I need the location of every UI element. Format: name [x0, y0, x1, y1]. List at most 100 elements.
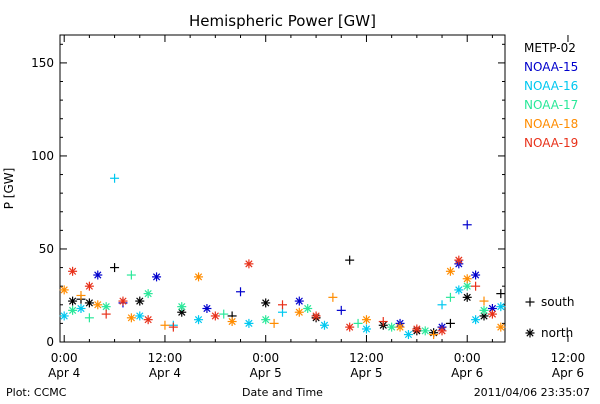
data-point-noaa-17-north — [387, 322, 397, 332]
data-point-noaa-18-south — [269, 318, 279, 328]
x-tick-label-time: 0:00 — [51, 351, 78, 365]
marker-legend-north — [525, 328, 535, 338]
x-tick-label-date: Apr 6 — [552, 366, 584, 380]
data-point-noaa-16-north — [471, 315, 481, 325]
data-point-noaa-16-north — [135, 311, 145, 321]
data-point-noaa-18-south — [76, 290, 86, 300]
y-tick-label: 100 — [31, 149, 54, 163]
data-point-noaa-16-north — [59, 311, 69, 321]
data-point-noaa-19-north — [437, 326, 447, 336]
data-point-noaa-18-north — [395, 322, 405, 332]
data-point-metp-02-north — [261, 298, 271, 308]
x-tick-label-date: Apr 5 — [350, 366, 382, 380]
data-point-noaa-18-north — [361, 315, 371, 325]
data-point-noaa-19-south — [378, 317, 388, 327]
data-point-noaa-17-north — [303, 304, 313, 314]
data-point-noaa-16-north — [194, 315, 204, 325]
data-point-noaa-19-north — [143, 315, 153, 325]
data-point-noaa-16-north — [361, 324, 371, 334]
data-point-metp-02-north — [84, 298, 94, 308]
legend-entry-noaa-18: NOAA-18 — [524, 117, 578, 131]
x-axis-label: Date and Time — [242, 386, 323, 399]
x-tick-label-date: Apr 5 — [250, 366, 282, 380]
data-point-metp-02-south — [110, 263, 120, 273]
legend-entry-noaa-16: NOAA-16 — [524, 79, 578, 93]
data-point-noaa-16-north — [454, 285, 464, 295]
data-point-noaa-19-north — [210, 311, 220, 321]
y-tick-label: 0 — [46, 335, 54, 349]
data-point-noaa-19-south — [168, 322, 178, 332]
x-tick-label-time: 12:00 — [349, 351, 384, 365]
data-point-noaa-17-north — [261, 315, 271, 325]
legend-entry-noaa-19: NOAA-19 — [524, 136, 578, 150]
data-point-noaa-15-north — [471, 270, 481, 280]
data-point-noaa-19-north — [244, 259, 254, 269]
footer-right: 2011/04/06 23:35:07 — [474, 386, 590, 399]
data-point-noaa-19-north — [68, 266, 78, 276]
data-point-noaa-18-north — [59, 285, 69, 295]
data-point-noaa-19-north — [118, 296, 128, 306]
data-point-noaa-19-north — [454, 255, 464, 265]
data-point-noaa-17-south — [219, 309, 229, 319]
data-point-noaa-19-north — [84, 281, 94, 291]
legend-entry-noaa-17: NOAA-17 — [524, 98, 578, 112]
marker-legend-south — [525, 297, 535, 307]
data-point-noaa-15-north — [93, 270, 103, 280]
data-point-noaa-19-south — [278, 300, 287, 310]
marker-legend-label: north — [541, 326, 573, 340]
data-point-noaa-17-south — [445, 292, 455, 302]
data-point-metp-02-south — [496, 289, 506, 299]
data-point-noaa-16-south — [110, 173, 120, 183]
data-point-noaa-19-north — [311, 311, 321, 321]
data-point-noaa-18-north — [294, 307, 304, 317]
data-point-metp-02-south — [345, 255, 355, 265]
chart-title: Hemispheric Power [GW] — [189, 12, 376, 30]
x-tick-label-time: 0:00 — [252, 351, 279, 365]
y-axis-label: P [GW] — [2, 168, 16, 210]
data-point-noaa-16-north — [403, 330, 413, 340]
data-point-noaa-18-south — [160, 320, 170, 330]
x-tick-label-time: 0:00 — [454, 351, 481, 365]
data-point-noaa-19-north — [345, 322, 355, 332]
data-point-noaa-18-north — [93, 300, 103, 310]
data-point-noaa-19-north — [487, 309, 497, 319]
legend-entry-metp-02: METP-02 — [524, 41, 576, 55]
plot-frame — [59, 34, 506, 343]
data-point-metp-02-north — [68, 296, 78, 306]
data-point-noaa-15-north — [294, 296, 304, 306]
data-point-noaa-16-north — [76, 304, 86, 314]
legend-layer: METP-02 NOAA-15 NOAA-16 NOAA-17 NOAA-18 NOAA-… — [524, 41, 578, 340]
data-point-noaa-16-north — [319, 320, 329, 330]
legend-entry-noaa-15: NOAA-15 — [524, 60, 578, 74]
data-point-noaa-15-north — [202, 304, 212, 314]
data-point-metp-02-south — [445, 318, 455, 328]
data-point-noaa-19-south — [101, 309, 111, 319]
data-point-noaa-17-south — [353, 318, 363, 328]
data-point-noaa-15-north — [152, 272, 162, 282]
x-tick-label-time: 12:00 — [148, 351, 183, 365]
data-point-noaa-15-south — [462, 220, 472, 230]
data-point-noaa-17-north — [420, 326, 430, 336]
data-point-noaa-17-north — [177, 302, 187, 312]
data-point-noaa-16-south — [437, 300, 447, 310]
data-point-metp-02-north — [135, 296, 145, 306]
data-point-metp-02-north — [462, 292, 472, 302]
x-tick-label-time: 12:00 — [551, 351, 586, 365]
data-point-noaa-17-south — [126, 270, 136, 280]
x-tick-label-date: Apr 6 — [451, 366, 483, 380]
data-point-noaa-18-north — [445, 266, 455, 276]
data-point-noaa-18-north — [227, 317, 237, 327]
data-point-noaa-16-north — [496, 302, 506, 312]
data-point-noaa-18-south — [479, 296, 489, 306]
data-point-noaa-15-south — [236, 287, 246, 297]
data-point-noaa-19-south — [471, 281, 481, 291]
data-point-noaa-18-north — [462, 274, 472, 284]
data-point-noaa-17-north — [479, 305, 489, 315]
data-point-noaa-17-south — [84, 313, 94, 323]
data-point-noaa-18-south — [328, 292, 338, 302]
data-point-noaa-18-north — [496, 322, 506, 332]
data-point-noaa-19-north — [412, 324, 422, 334]
